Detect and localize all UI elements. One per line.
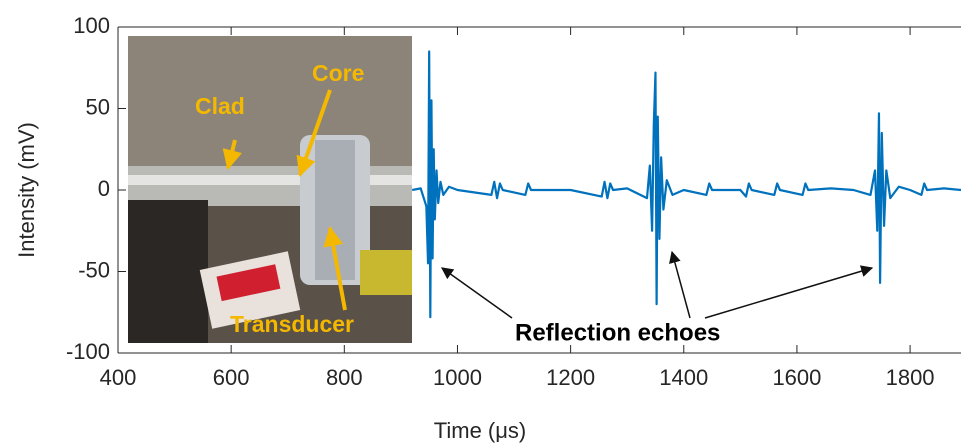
x-tick-label: 600 bbox=[213, 365, 250, 390]
x-axis-label: Time (μs) bbox=[434, 418, 527, 443]
y-axis-label: Intensity (mV) bbox=[14, 122, 39, 258]
x-tick-label: 800 bbox=[326, 365, 363, 390]
x-tick-label: 1200 bbox=[546, 365, 595, 390]
y-tick-label: -100 bbox=[66, 339, 110, 364]
y-tick-label: 50 bbox=[86, 94, 110, 119]
y-tick-label: -50 bbox=[78, 257, 110, 282]
annotation-arrow bbox=[441, 267, 513, 319]
x-tick-label: 400 bbox=[100, 365, 137, 390]
y-tick-label: 100 bbox=[73, 13, 110, 38]
inset-label: Clad bbox=[195, 93, 245, 119]
x-tick-label: 1800 bbox=[886, 365, 935, 390]
annotation: Reflection echoes bbox=[515, 319, 720, 346]
x-tick-label: 1000 bbox=[433, 365, 482, 390]
inset-label: Transducer bbox=[230, 311, 354, 337]
inset-label: Core bbox=[312, 60, 364, 86]
annotation-arrow bbox=[704, 265, 874, 319]
x-tick-label: 1600 bbox=[772, 365, 821, 390]
x-tick-label: 1400 bbox=[659, 365, 708, 390]
signal-line bbox=[411, 50, 961, 319]
y-tick-label: 0 bbox=[98, 176, 110, 201]
inset-photo: Clad Core Transducer bbox=[128, 36, 412, 343]
annotation-arrow bbox=[669, 250, 691, 319]
